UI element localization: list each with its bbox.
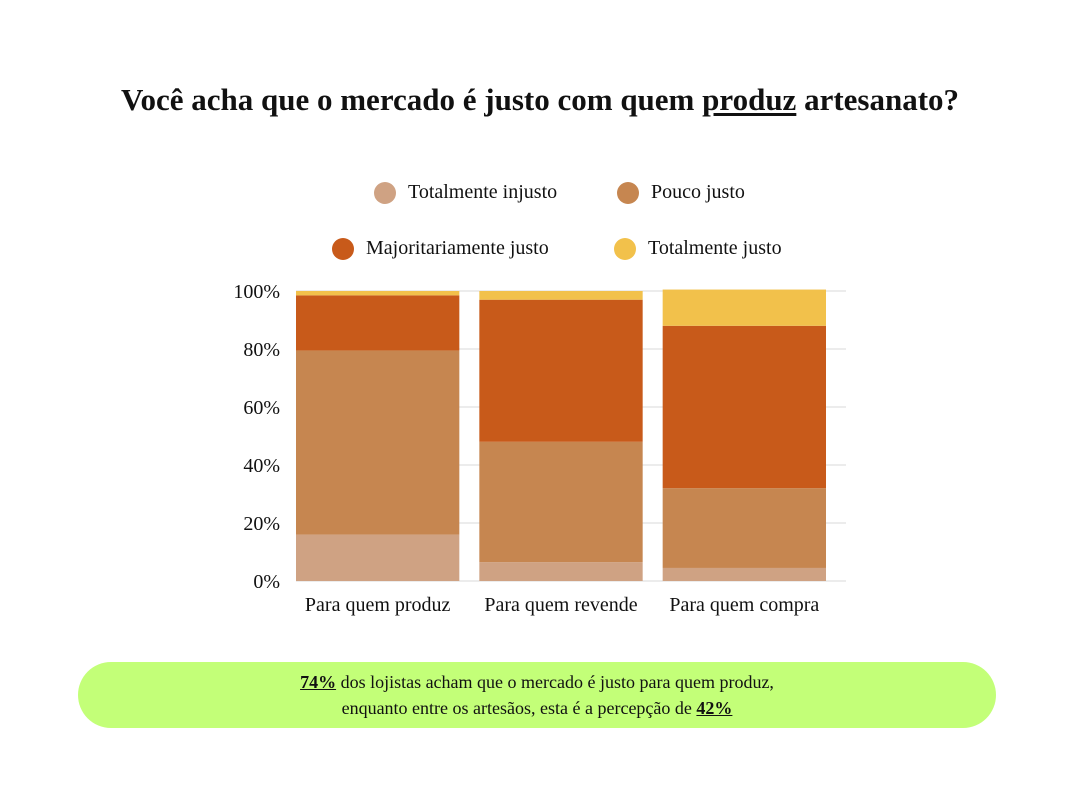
legend-swatch-icon — [374, 181, 396, 204]
title-text-after: artesanato? — [796, 82, 960, 117]
bar-segment — [296, 534, 460, 581]
y-tick-label: 100% — [233, 281, 280, 303]
y-tick-label: 40% — [243, 455, 280, 477]
legend-label: Totalmente justo — [648, 237, 782, 259]
bar-segment — [479, 299, 643, 442]
y-tick-label: 60% — [243, 397, 280, 419]
x-tick-label: Para quem produz — [305, 594, 451, 616]
title-text-before: Você acha que o mercado é justo com quem — [120, 82, 703, 117]
bar-segment — [662, 488, 826, 568]
callout-text-1: dos lojistas acham que o mercado é justo… — [336, 672, 774, 692]
bar-segment — [479, 562, 643, 581]
callout-line-1: 74% dos lojistas acham que o mercado é j… — [78, 669, 996, 695]
chart-title: Você acha que o mercado é justo com quem… — [0, 82, 1080, 118]
x-tick-label: Para quem revende — [484, 594, 637, 616]
bar-segment — [296, 295, 460, 351]
y-tick-label: 0% — [253, 571, 280, 593]
callout-line-2: enquanto entre os artesãos, esta é a per… — [78, 695, 996, 721]
summary-callout: 74% dos lojistas acham que o mercado é j… — [78, 662, 996, 728]
callout-pct-lojistas: 74% — [300, 672, 337, 692]
legend-label: Totalmente injusto — [408, 181, 558, 203]
title-emphasis: produz — [702, 82, 797, 117]
legend-label: Pouco justo — [651, 181, 745, 203]
legend-swatch-icon — [332, 237, 354, 260]
callout-text-2: enquanto entre os artesãos, esta é a per… — [341, 698, 697, 718]
bar-segment — [296, 350, 460, 535]
y-tick-label: 80% — [243, 339, 280, 361]
bar-segment — [479, 291, 643, 300]
legend-item-majoritariamente-justo: Majoritariamente justo — [332, 237, 549, 260]
legend-swatch-icon — [614, 237, 636, 260]
bar-segment — [296, 291, 460, 296]
x-tick-label: Para quem compra — [669, 594, 819, 616]
callout-pct-artesaos: 42% — [696, 698, 733, 718]
legend-item-totalmente-justo: Totalmente justo — [614, 237, 782, 260]
bar-segment — [662, 567, 826, 581]
legend-label: Majoritariamente justo — [366, 237, 549, 259]
stacked-bar-chart: 0% 20% 40% 60% 80% 100% Para quem produz Para q… — [233, 281, 846, 616]
legend-item-totalmente-injusto: Totalmente injusto — [374, 181, 557, 204]
bar-segment — [662, 289, 826, 326]
y-tick-label: 20% — [243, 513, 280, 535]
bar-segment — [662, 325, 826, 489]
legend-swatch-icon — [617, 181, 639, 204]
legend-item-pouco-justo: Pouco justo — [617, 181, 745, 204]
bar-segment — [479, 441, 643, 563]
